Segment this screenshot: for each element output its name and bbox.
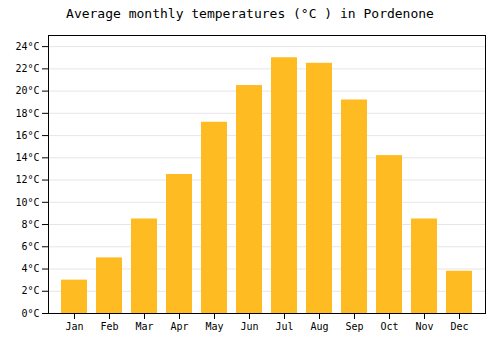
svg-text:22°C: 22°C [15,63,39,74]
svg-text:4°C: 4°C [21,263,39,274]
svg-text:Oct: Oct [380,321,398,332]
svg-text:12°C: 12°C [15,174,39,185]
svg-text:May: May [205,321,223,332]
svg-text:8°C: 8°C [21,219,39,230]
svg-text:Aug: Aug [310,321,328,332]
svg-text:Jul: Jul [275,321,293,332]
svg-text:24°C: 24°C [15,41,39,52]
svg-text:14°C: 14°C [15,152,39,163]
svg-text:Feb: Feb [100,321,118,332]
svg-text:Apr: Apr [170,321,188,332]
svg-text:2°C: 2°C [21,285,39,296]
svg-text:6°C: 6°C [21,241,39,252]
svg-text:Jan: Jan [65,321,83,332]
svg-text:Jun: Jun [240,321,258,332]
html-text:Average monthly temperatures (: Average monthly temperatures (°C ) in Po… [66,6,434,21]
svg-text:0°C: 0°C [21,308,39,319]
svg-text:Sep: Sep [345,321,363,332]
svg-text:18°C: 18°C [15,108,39,119]
svg-text:20°C: 20°C [15,85,39,96]
svg-text:Nov: Nov [415,321,433,332]
svg-text:16°C: 16°C [15,130,39,141]
svg-text:Mar: Mar [135,321,153,332]
svg-text:10°C: 10°C [15,197,39,208]
svg-text:Dec: Dec [450,321,468,332]
